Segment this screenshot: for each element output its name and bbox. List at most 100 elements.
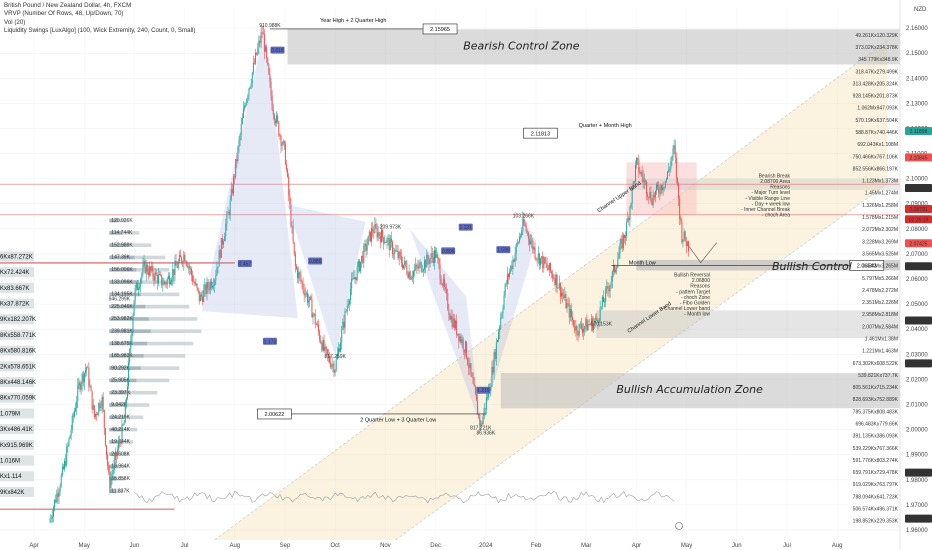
candle-up (345, 310, 347, 312)
candle-down (198, 290, 200, 302)
candle-down (534, 247, 536, 258)
candle-up (620, 238, 622, 244)
candle-down (318, 324, 320, 332)
candle-up (177, 261, 179, 268)
volume-profile-label: 9.042K (111, 402, 128, 408)
volume-by-price-label: 5.797Mx5.266M (862, 276, 898, 282)
candle-down (562, 292, 564, 296)
candle-down (205, 284, 207, 294)
level-box[interactable] (523, 127, 558, 139)
candle-up (636, 157, 638, 166)
candle-up (396, 250, 398, 252)
y-tick-label: 2.13000 (906, 101, 928, 107)
volume-by-price-label: 313.428Kx205.324K (853, 81, 899, 87)
candle-up (71, 415, 73, 430)
candle-down (102, 396, 104, 411)
candle-down (186, 263, 188, 268)
candle-up (454, 320, 456, 329)
volume-profile-bar (109, 304, 190, 309)
bullish-reversal-note: - Channel Lower band (661, 306, 710, 312)
candle-down (678, 183, 680, 200)
candle-up (132, 315, 134, 333)
time-axis[interactable]: Apr May Jun Jul Aug Sep Oct Nov Dec 2024 Feb Mar Apr… (29, 543, 842, 549)
candle-down (266, 46, 268, 58)
candle-up (324, 346, 326, 351)
volume-by-price-label: 373.02Kx234.378K (855, 45, 898, 51)
candle-down (614, 265, 616, 272)
candle-up (662, 187, 664, 191)
level-box[interactable] (422, 23, 458, 35)
candle-up (599, 307, 601, 321)
candle-up (361, 255, 363, 262)
volume-profile-bar (109, 477, 126, 481)
candle-down (153, 276, 155, 281)
volume-by-price-label: 1.461Mx1.38M (865, 336, 898, 342)
volume-profile-bar-up (109, 390, 131, 395)
candle-up (595, 317, 597, 321)
candle-down (446, 288, 448, 294)
candle-up (433, 250, 435, 263)
candle-down (253, 62, 255, 64)
volume-profile-bar-up (109, 489, 116, 493)
candle-up (151, 265, 153, 271)
candle-up (616, 267, 618, 270)
price-tag-label: 02:25:19 (909, 217, 929, 223)
candle-down (417, 266, 419, 269)
candle-down (659, 192, 661, 194)
candle-up (60, 475, 62, 487)
candle-down (528, 238, 530, 245)
candle-down (658, 187, 660, 193)
candle-up (418, 264, 420, 269)
volume-profile-bar (109, 427, 138, 432)
candle-down (333, 363, 335, 373)
candle-up (206, 281, 208, 294)
x-tick-label: May (79, 543, 90, 549)
candle-down (639, 172, 641, 174)
candle-down (362, 255, 364, 263)
candle-up (575, 326, 577, 331)
candle-up (235, 159, 237, 178)
candle-down (353, 277, 355, 280)
candle-down (641, 172, 643, 177)
candle-up (632, 181, 634, 187)
volume-profile-bar (109, 280, 176, 284)
candle-down (431, 253, 433, 257)
level-title: 2 Quarter Low + 3 Quarter Low (360, 418, 436, 424)
swing-label: 103.266K (513, 214, 535, 220)
legend-swings: Liquidity Swings [LuxAlgo] (100, Wick Ex… (4, 27, 196, 35)
volume-profile-bar (109, 415, 144, 420)
candle-up (110, 478, 112, 489)
volume-profile-label: 133.096K (111, 279, 133, 285)
candle-up (663, 186, 665, 188)
volume-profile-layer: 120.026K 114.744K 152.989K 147.39K 156.006K 1… (0, 218, 202, 497)
volume-profile-label: 120.026K (111, 218, 133, 224)
candle-down (379, 236, 381, 243)
price-axis[interactable]: 2.160002.150002.140002.130002.120002.110… (899, 0, 932, 550)
left-profile-label: 3Kx486.41K (0, 427, 33, 433)
candle-up (238, 140, 240, 147)
candle-up (143, 260, 145, 265)
event-marker-icon[interactable] (675, 522, 683, 530)
candle-down (648, 196, 650, 199)
candle-up (569, 309, 571, 318)
candle-down (55, 499, 57, 503)
candle-up (619, 243, 621, 254)
candle-down (542, 256, 544, 269)
level-box[interactable] (257, 408, 292, 420)
volume-profile-bar-up (109, 292, 141, 297)
left-profile-label: 1.016M (0, 459, 20, 465)
candle-up (380, 229, 382, 243)
volume-by-price-label: 928.145Kx201.873K (853, 94, 899, 100)
level-box[interactable] (849, 260, 885, 271)
candle-down (546, 263, 548, 269)
price-tag (905, 514, 932, 523)
price-tag (905, 153, 932, 162)
volume-profile-bar (109, 292, 180, 297)
volume-profile-bar (109, 464, 128, 469)
candle-down (628, 217, 630, 221)
candle-down (156, 275, 158, 284)
candle-down (375, 224, 377, 228)
volume-profile-bar-up (109, 243, 129, 247)
candle-up (341, 329, 343, 343)
